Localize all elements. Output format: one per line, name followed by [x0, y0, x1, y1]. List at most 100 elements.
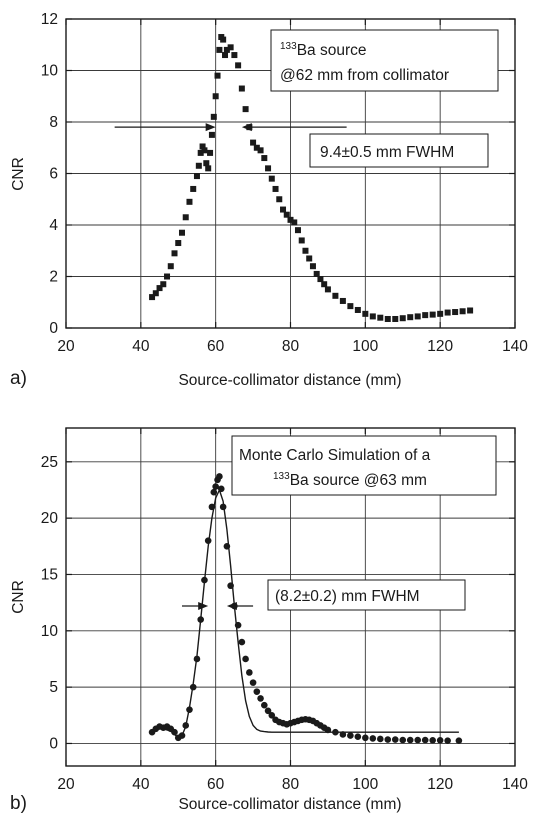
- fwhm-arrows-a: [114, 123, 347, 132]
- data-point: [354, 306, 361, 313]
- data-point: [223, 46, 230, 53]
- data-point: [178, 229, 185, 236]
- data-point: [264, 707, 272, 715]
- data-point: [272, 185, 279, 192]
- legend-box-b: [231, 435, 497, 496]
- panel-letter-b: b): [10, 793, 27, 814]
- data-point: [156, 285, 163, 292]
- data-point: [369, 313, 376, 320]
- legend-line-2-a: @62 mm from collimator: [280, 67, 449, 84]
- data-point: [294, 227, 301, 234]
- data-point: [306, 255, 313, 262]
- fwhm-arrow-head: [226, 602, 237, 611]
- x-axis-label-b: Source-collimator distance (mm): [178, 796, 401, 813]
- fwhm-box-b: [267, 579, 466, 611]
- data-point: [452, 309, 459, 316]
- data-point: [227, 44, 234, 51]
- data-point: [253, 144, 260, 151]
- data-point: [422, 312, 429, 319]
- x-tick-label: 20: [57, 776, 75, 793]
- data-point: [362, 734, 369, 742]
- fwhm-arrow-head: [205, 123, 216, 132]
- fwhm-label-a: 9.4±0.5 mm FWHM: [320, 144, 454, 161]
- data-point: [392, 315, 399, 322]
- fwhm-arrow-head: [241, 123, 252, 132]
- data-point: [436, 737, 444, 744]
- data-point: [249, 679, 257, 686]
- data-point: [369, 735, 377, 742]
- data-point: [190, 185, 197, 192]
- legend-line-1-a: 133Ba source: [280, 41, 366, 59]
- data-point: [164, 273, 171, 280]
- data-point: [182, 214, 189, 221]
- data-point: [399, 736, 407, 744]
- fwhm-arrow-head: [198, 602, 209, 611]
- x-tick-label: 80: [282, 776, 300, 793]
- data-point: [207, 149, 214, 156]
- data-point: [421, 736, 429, 744]
- fwhm-label-b: (8.2±0.2) mm FWHM: [275, 588, 420, 605]
- y-tick-label: 2: [49, 269, 58, 286]
- series-a: [149, 34, 474, 322]
- data-point: [257, 147, 264, 154]
- x-tick-label: 20: [57, 338, 75, 355]
- data-point: [197, 149, 204, 156]
- legend-line-2-b: 133Ba source @63 mm: [273, 471, 427, 489]
- data-point: [362, 310, 369, 317]
- data-point: [406, 736, 414, 744]
- data-point: [268, 712, 276, 719]
- data-point: [437, 310, 444, 317]
- data-point: [280, 206, 287, 213]
- data-point: [216, 46, 223, 53]
- data-point: [414, 736, 422, 744]
- data-point: [298, 237, 305, 244]
- y-tick-label: 20: [41, 510, 59, 527]
- data-point: [377, 314, 384, 321]
- data-point: [152, 290, 159, 297]
- y-tick-label: 12: [41, 11, 58, 28]
- data-point: [193, 173, 200, 180]
- data-point: [317, 276, 324, 283]
- data-point: [391, 736, 399, 743]
- legend-box-a: [270, 29, 499, 92]
- data-point: [377, 735, 384, 743]
- data-point: [222, 52, 229, 59]
- data-point: [242, 106, 249, 113]
- data-point: [354, 733, 362, 741]
- data-point: [238, 85, 245, 92]
- data-point: [429, 311, 436, 318]
- data-point: [268, 175, 275, 182]
- data-point: [265, 165, 272, 172]
- data-point: [212, 93, 219, 100]
- data-point: [324, 286, 331, 293]
- data-point: [235, 62, 242, 69]
- data-point: [339, 297, 346, 304]
- ticks-b: 20 40 60 80 100 120 140 0 5 10 15 20 25: [41, 428, 528, 793]
- fwhm-arrows-b: [181, 602, 254, 611]
- data-point: [210, 488, 218, 496]
- x-tick-label: 120: [427, 338, 453, 355]
- data-point: [219, 503, 227, 511]
- x-tick-label: 100: [352, 338, 378, 355]
- y-tick-label: 8: [49, 114, 58, 131]
- data-point: [261, 701, 268, 709]
- data-point: [195, 162, 202, 169]
- fit-curve: [151, 489, 459, 739]
- data-point: [332, 292, 339, 299]
- data-point: [149, 294, 156, 301]
- data-point: [467, 307, 474, 314]
- data-point: [208, 131, 215, 138]
- data-point: [429, 737, 436, 744]
- y-axis-label-a: CNR: [10, 157, 27, 191]
- x-tick-label: 60: [207, 338, 225, 355]
- y-tick-label: 0: [49, 735, 58, 752]
- x-tick-label: 100: [352, 776, 378, 793]
- data-point: [347, 303, 354, 310]
- data-point: [238, 638, 246, 646]
- data-point: [216, 473, 223, 480]
- data-point: [201, 147, 208, 154]
- data-point: [160, 281, 167, 288]
- data-point: [167, 263, 174, 270]
- data-point: [455, 737, 463, 744]
- data-point: [283, 211, 290, 218]
